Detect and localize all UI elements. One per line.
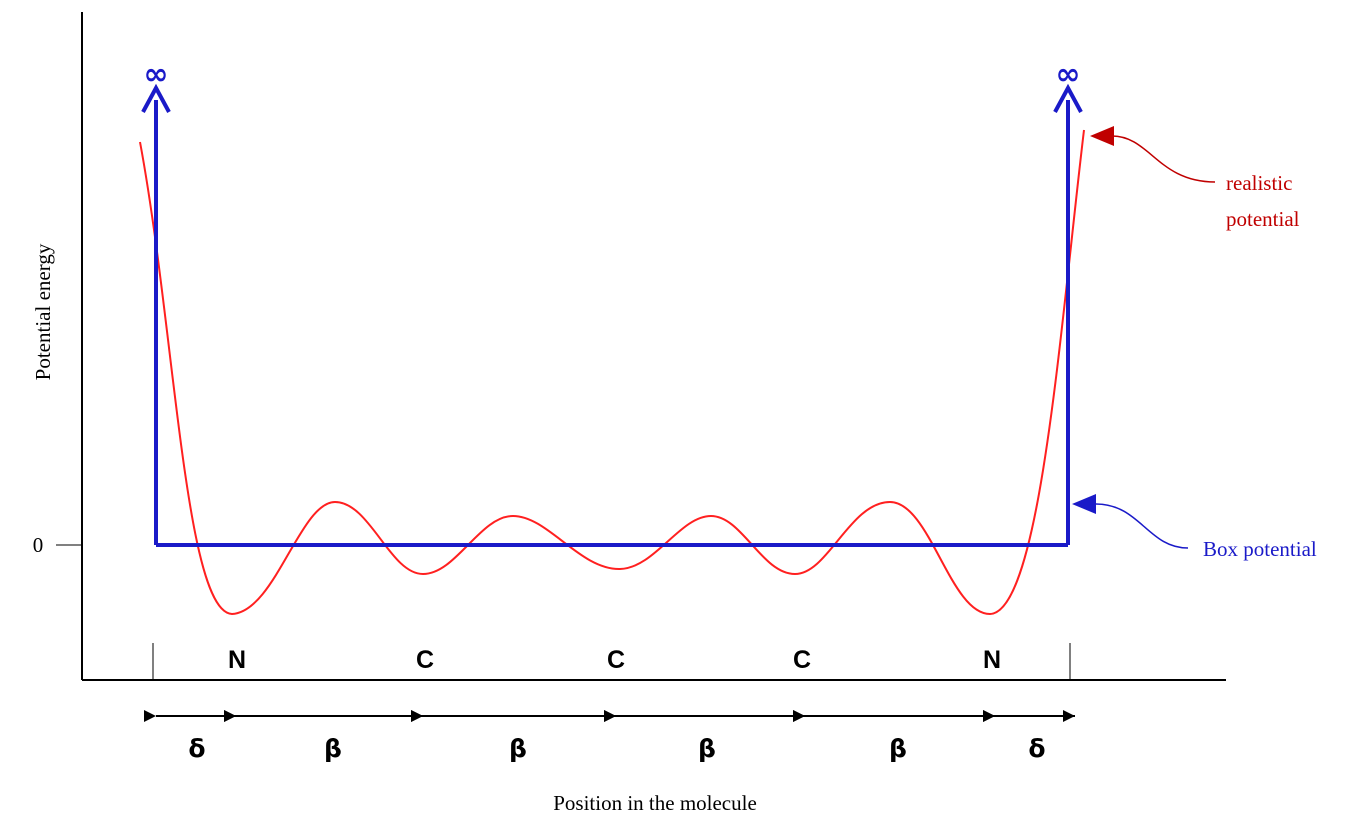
- realistic-pointer: [1090, 126, 1216, 183]
- atom-label-1: N: [228, 646, 246, 674]
- realistic-label-line2: potential: [1226, 207, 1300, 231]
- right-infinity-icon: ∞: [1056, 57, 1081, 92]
- realistic-potential-curve: [139, 129, 1085, 616]
- zero-tick-label: 0: [33, 533, 44, 557]
- y-axis-label: Potential energy: [31, 243, 55, 380]
- segment-label-5: β: [889, 734, 907, 763]
- atom-label-3: C: [607, 646, 625, 674]
- segment-label-3: β: [509, 734, 527, 763]
- box-potential: [141, 83, 1083, 547]
- left-infinity-icon: ∞: [144, 57, 169, 92]
- atom-label-5: N: [983, 646, 1001, 674]
- box-potential-label: Box potential: [1203, 537, 1317, 561]
- segment-label-2: β: [324, 734, 342, 763]
- realistic-label-line1: realistic: [1226, 171, 1292, 195]
- atom-label-2: C: [416, 646, 434, 674]
- segment-label-4: β: [698, 734, 716, 763]
- segment-label-6: δ: [1028, 734, 1045, 763]
- x-axis-label: Position in the molecule: [553, 791, 757, 815]
- box-pointer: [1072, 494, 1189, 549]
- atom-label-4: C: [793, 646, 811, 674]
- segment-label-1: δ: [188, 734, 205, 763]
